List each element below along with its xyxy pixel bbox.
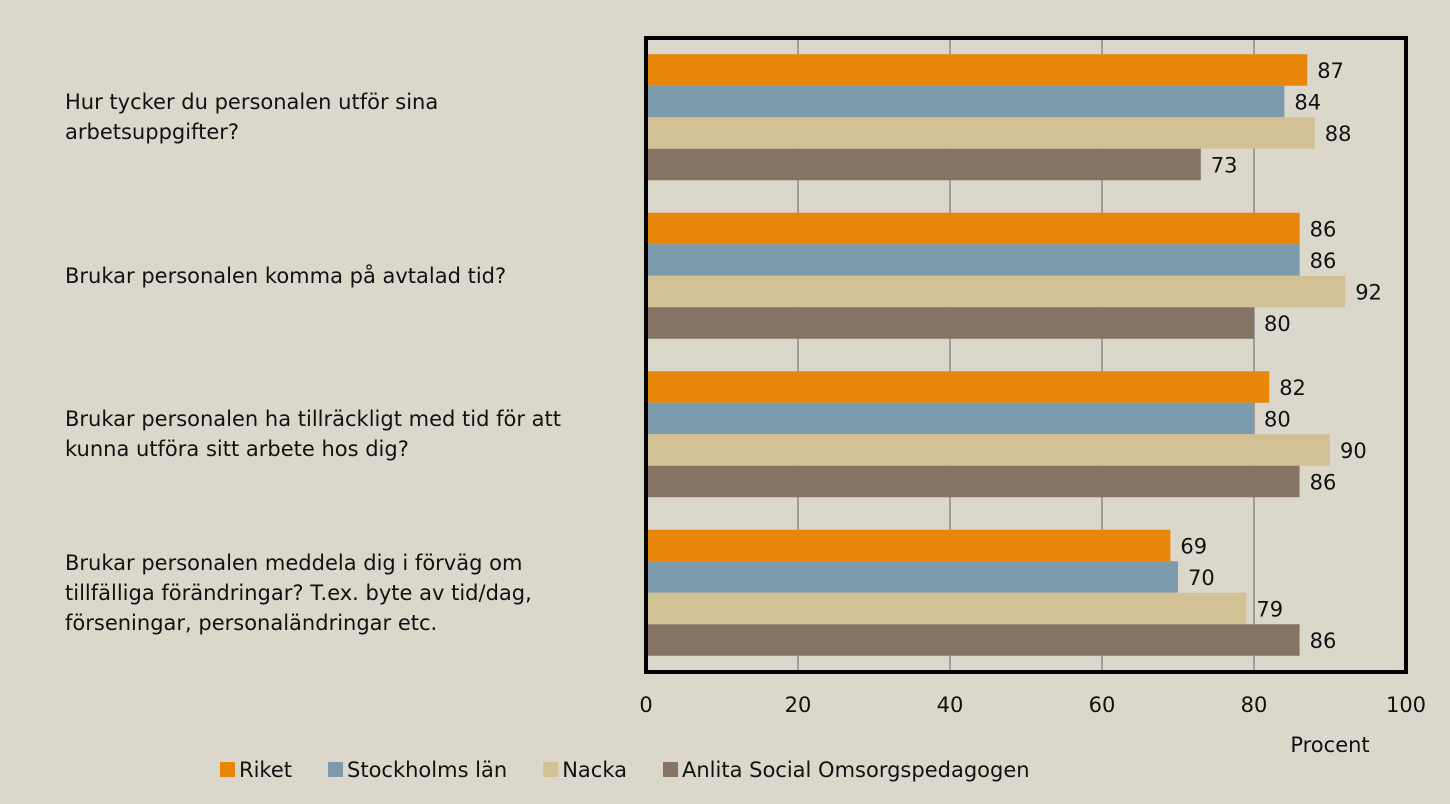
legend-label: Stockholms län [347,758,507,782]
value-label: 84 [1294,91,1321,115]
value-label: 82 [1279,376,1306,400]
x-axis-label: Procent [1290,733,1369,757]
category-label: Brukar personalen meddela dig i förväg o… [65,550,532,635]
bar [646,561,1178,593]
category-label: Hur tycker du personalen utför sina arbe… [65,90,439,145]
legend-swatch [328,762,343,777]
bar [646,307,1254,339]
value-label: 86 [1310,471,1337,495]
x-tick-label: 20 [785,693,812,717]
value-label: 86 [1310,249,1337,273]
x-tick-label: 60 [1089,693,1116,717]
bar [646,54,1308,86]
legend-swatch [220,762,235,777]
x-tick-label: 40 [937,693,964,717]
legend-swatch [663,762,678,777]
bar [646,117,1315,149]
value-label: 80 [1264,408,1291,432]
bar [646,371,1270,403]
bar [646,275,1346,308]
value-label: 79 [1256,598,1283,622]
bar [646,624,1300,656]
bar [646,402,1254,435]
category-label: Brukar personalen komma på avtalad tid? [65,263,507,288]
value-label: 86 [1310,629,1337,653]
value-label: 69 [1180,535,1207,559]
legend-label: Riket [239,758,292,782]
legend-swatch [543,762,559,777]
bar [646,592,1247,625]
bar [646,434,1330,466]
x-tick-label: 80 [1241,693,1268,717]
bar [646,85,1285,118]
plot-border [644,36,1408,674]
x-tick-label: 100 [1386,693,1426,717]
value-label: 73 [1211,154,1238,178]
bar [646,465,1300,498]
category-label: Brukar personalen ha tillräckligt med ti… [65,407,561,462]
value-label: 70 [1188,566,1215,590]
value-label: 88 [1325,122,1352,146]
bar [646,212,1300,245]
value-label: 90 [1340,439,1367,463]
bar [646,529,1171,562]
bar [646,148,1201,181]
value-label: 86 [1310,218,1337,242]
value-label: 92 [1355,281,1382,305]
value-label: 87 [1317,59,1344,83]
bar [646,244,1300,276]
x-tick-label: 0 [639,693,652,717]
value-label: 80 [1264,312,1291,336]
legend-label: Anlita Social Omsorgspedagogen [682,758,1030,782]
legend-label: Nacka [562,758,627,782]
